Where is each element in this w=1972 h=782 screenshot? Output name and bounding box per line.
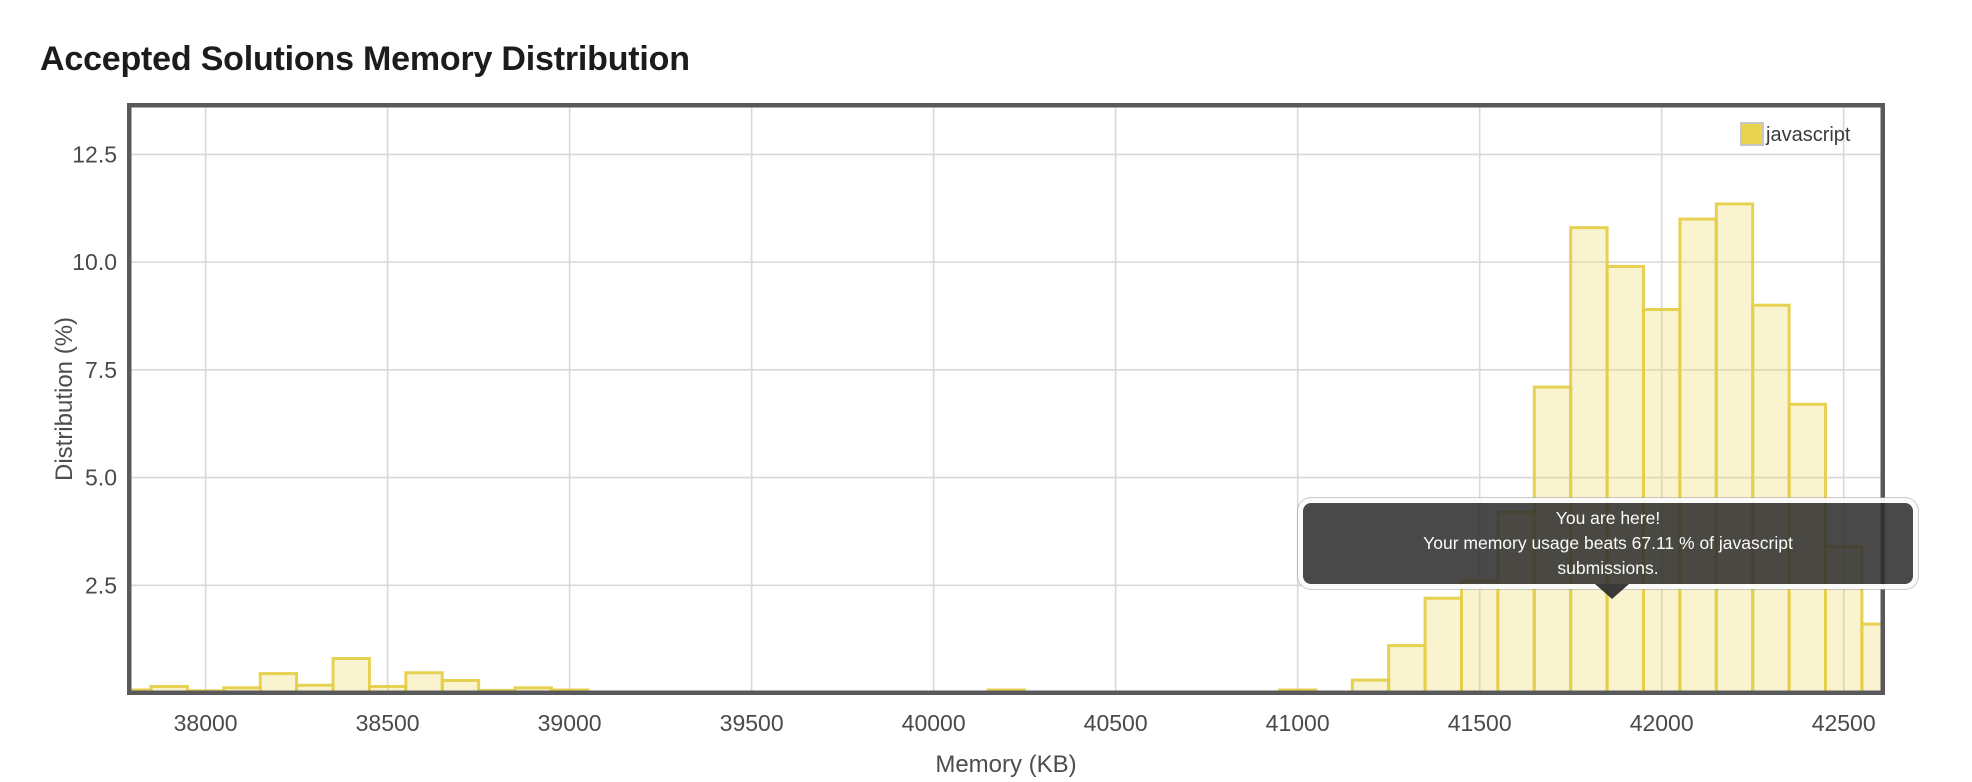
histogram-bar[interactable] xyxy=(1751,303,1791,697)
histogram-bar[interactable] xyxy=(1569,226,1609,697)
histogram-bar[interactable] xyxy=(1459,579,1500,697)
y-tick-label: 10.0 xyxy=(72,249,117,275)
legend-label[interactable]: javascript xyxy=(1765,124,1851,146)
gridlines xyxy=(131,107,1883,693)
x-tick-label: 41500 xyxy=(1448,710,1512,736)
tooltip-line-3: submissions. xyxy=(1557,558,1659,578)
histogram-bar[interactable] xyxy=(1605,264,1645,697)
y-tick-label: 7.5 xyxy=(85,357,117,383)
tooltip-line-1: You are here! xyxy=(1555,508,1661,528)
histogram-bar[interactable] xyxy=(1423,596,1463,697)
tooltip-arrow-icon xyxy=(1595,584,1629,599)
x-axis-tick-labels: 38000 38500 39000 39500 40000 40500 41000 41500… xyxy=(174,710,1876,736)
histogram-bar[interactable] xyxy=(331,657,371,697)
y-axis-tick-labels: 2.5 5.0 7.5 10.0 12.5 xyxy=(72,141,117,598)
x-tick-label: 38000 xyxy=(174,710,238,736)
y-tick-label: 5.0 xyxy=(85,465,117,491)
chart-title: Accepted Solutions Memory Distribution xyxy=(40,40,690,78)
legend-swatch-icon[interactable] xyxy=(1740,122,1764,146)
histogram-bar[interactable] xyxy=(1678,217,1718,697)
y-tick-label: 2.5 xyxy=(85,572,117,598)
x-tick-label: 42000 xyxy=(1630,710,1694,736)
histogram-bar[interactable] xyxy=(1860,622,1887,697)
x-tick-label: 39000 xyxy=(538,710,602,736)
x-tick-label: 38500 xyxy=(356,710,420,736)
y-tick-label: 12.5 xyxy=(72,141,117,167)
x-tick-label: 41000 xyxy=(1266,710,1330,736)
y-axis-title: Distribution (%) xyxy=(51,317,78,481)
x-tick-label: 40500 xyxy=(1084,710,1148,736)
histogram-bars xyxy=(129,202,1887,697)
histogram-bar[interactable] xyxy=(1387,644,1427,697)
x-tick-label: 39500 xyxy=(720,710,784,736)
x-tick-label: 40000 xyxy=(902,710,966,736)
tooltip-line-2: Your memory usage beats 67.11 % of javas… xyxy=(1423,533,1793,553)
histogram-bar[interactable] xyxy=(1714,202,1755,697)
plot-frame xyxy=(127,103,1885,695)
x-tick-label: 42500 xyxy=(1812,710,1876,736)
x-axis-title: Memory (KB) xyxy=(935,751,1076,778)
percentile-tooltip: You are here! Your memory usage beats 67… xyxy=(1303,503,1913,584)
legend[interactable]: javascript xyxy=(1740,122,1851,146)
